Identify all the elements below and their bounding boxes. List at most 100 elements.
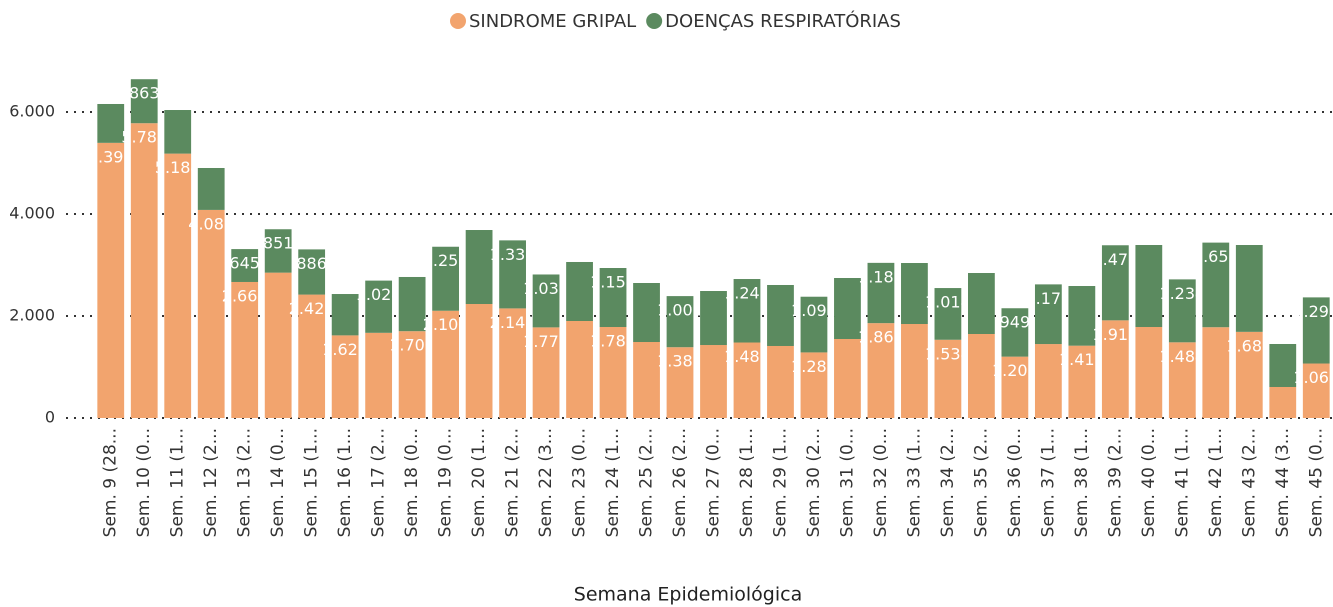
bar-segment	[867, 323, 895, 418]
data-label: 1.286	[791, 357, 837, 376]
bar-segment	[97, 142, 125, 419]
bar-segment	[231, 249, 259, 282]
bar-segment	[767, 284, 794, 346]
data-label: 5.395	[88, 147, 134, 166]
data-label: 1.157	[590, 273, 636, 292]
bar-segment	[901, 263, 928, 325]
bar-segment	[1269, 343, 1297, 387]
data-label: 851	[263, 234, 294, 253]
bar-segment	[1068, 286, 1096, 346]
bar-segment	[1001, 308, 1029, 357]
x-tick-label: Sem. 22 (3...	[536, 428, 556, 537]
y-tick-label: 6.000	[9, 102, 55, 121]
x-tick-label: Sem. 38 (1...	[1072, 428, 1092, 537]
bar-segment	[733, 279, 761, 343]
data-label: 1.472	[1092, 250, 1138, 269]
bar-segment	[1135, 245, 1163, 328]
bar-segment	[130, 79, 158, 124]
data-label: 863	[129, 84, 160, 103]
data-label: 5.780	[121, 128, 167, 147]
x-tick-label: Sem. 21 (2...	[503, 428, 523, 537]
x-tick-label: Sem. 10 (0...	[134, 428, 154, 537]
bar-segment	[599, 268, 627, 328]
bar-segment	[967, 273, 995, 335]
bar-segment	[432, 310, 460, 418]
bar-segment	[566, 320, 593, 418]
legend-label: DOENÇAS RESPIRATÓRIAS	[665, 10, 901, 32]
data-label: 1.297	[1293, 302, 1333, 321]
x-tick-label: Sem. 28 (1...	[737, 428, 757, 537]
bar-segment	[365, 332, 393, 418]
data-label: 2.149	[490, 313, 536, 332]
legend: SINDROME GRIPAL DOENÇAS RESPIRATÓRIAS	[450, 10, 901, 32]
data-label: 1.037	[523, 279, 569, 298]
data-label: 1.255	[423, 251, 469, 270]
bar-segment	[1302, 297, 1330, 364]
bar-segment	[633, 342, 660, 418]
x-tick-label: Sem. 35 (2...	[971, 428, 991, 537]
bar-segment	[1034, 344, 1062, 418]
x-tick-label: Sem. 11 (1...	[168, 428, 188, 537]
x-tick-label: Sem. 17 (2...	[369, 428, 389, 537]
bar-segment	[465, 230, 493, 305]
bar-segment	[1101, 320, 1129, 418]
x-tick-label: Sem. 27 (0...	[704, 428, 724, 537]
x-axis-title: Semana Epidemiológica	[574, 584, 802, 606]
bar-segment	[1168, 342, 1196, 418]
x-tick-label: Sem. 12 (2...	[201, 428, 221, 537]
bar-segment	[398, 331, 426, 418]
data-label: 1.234	[1159, 284, 1205, 303]
data-label: 1.014	[925, 293, 971, 312]
data-label: 1.092	[791, 301, 837, 320]
data-label: 1.418	[1059, 350, 1105, 369]
bar-segment	[633, 283, 660, 343]
bar-segment	[700, 291, 727, 346]
data-label: 2.667	[222, 286, 268, 305]
data-label: 1.915	[1092, 325, 1138, 344]
bar-segment	[298, 249, 326, 295]
x-tick-label: Sem. 32 (0...	[871, 428, 891, 537]
bar-segment	[1135, 327, 1163, 418]
x-tick-label: Sem. 23 (0...	[570, 428, 590, 537]
data-label: 1.689	[1226, 336, 1272, 355]
bar-segment	[1168, 279, 1196, 343]
x-tick-label: Sem. 30 (2...	[804, 428, 824, 537]
legend-marker	[450, 13, 466, 29]
bar-segment	[901, 324, 928, 418]
bar-segment	[967, 334, 995, 418]
bar-segment	[1202, 327, 1230, 418]
x-tick-label: Sem. 16 (1...	[335, 428, 355, 537]
y-tick-label: 4.000	[9, 204, 55, 223]
data-label: 1.534	[925, 344, 971, 363]
data-label: 1.334	[490, 245, 536, 264]
x-tick-label: Sem. 40 (0...	[1139, 428, 1159, 537]
data-label: 1.068	[1293, 368, 1333, 387]
bar-segment	[733, 342, 761, 418]
bar-segment	[800, 296, 828, 353]
bar-segment	[834, 278, 861, 340]
x-tick-label: Sem. 29 (1...	[770, 428, 790, 537]
bar-segment	[331, 294, 359, 336]
data-label: 1.777	[523, 332, 569, 351]
bar-segment	[264, 229, 292, 273]
data-label: 2.420	[289, 299, 335, 318]
bar-segment	[130, 123, 158, 418]
bar-segment	[1034, 284, 1062, 345]
bar-segment	[1235, 331, 1263, 418]
bar-segment	[867, 262, 895, 324]
bar-segment	[97, 103, 125, 143]
data-label: 1.702	[389, 336, 435, 355]
bar-segment	[164, 110, 192, 154]
data-label: 5.184	[155, 158, 201, 177]
x-tick-label: Sem. 20 (1...	[469, 428, 489, 537]
bar-segment	[197, 167, 225, 210]
data-label: 1.484	[1159, 347, 1205, 366]
x-tick-label: Sem. 43 (2...	[1239, 428, 1259, 537]
bar-segment	[1001, 356, 1029, 418]
bar-segment	[700, 345, 727, 418]
bar-segment	[1235, 245, 1263, 332]
data-label: 1.620	[322, 340, 368, 359]
x-tick-label: Sem. 19 (0...	[436, 428, 456, 537]
data-label: 1.182	[858, 267, 904, 286]
